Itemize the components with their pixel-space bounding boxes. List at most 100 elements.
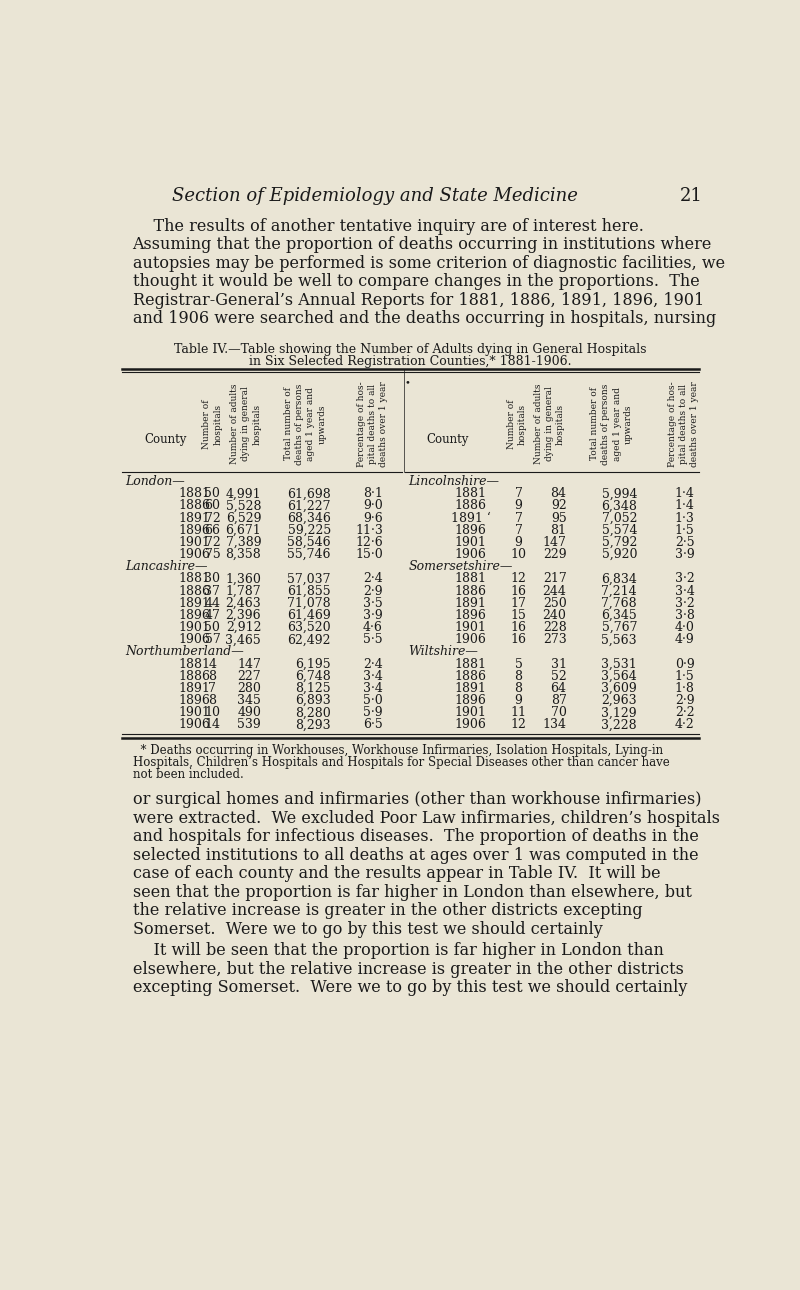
Text: 5,792: 5,792	[602, 535, 637, 550]
Text: 3·4: 3·4	[363, 682, 383, 695]
Text: 1891: 1891	[178, 512, 210, 525]
Text: 1906: 1906	[178, 719, 210, 731]
Text: Section of Epidemiology and State Medicine: Section of Epidemiology and State Medici…	[172, 187, 578, 205]
Text: 5,994: 5,994	[602, 488, 637, 501]
Text: 244: 244	[542, 584, 566, 597]
Text: 147: 147	[238, 658, 262, 671]
Text: 1886: 1886	[178, 499, 210, 512]
Text: 1901: 1901	[178, 706, 210, 720]
Text: 1886: 1886	[178, 670, 210, 682]
Text: 1·3: 1·3	[674, 512, 694, 525]
Text: 6,893: 6,893	[295, 694, 331, 707]
Text: 1886: 1886	[178, 584, 210, 597]
Text: Somersetshire—: Somersetshire—	[409, 560, 513, 573]
Text: 14: 14	[204, 719, 220, 731]
Text: 2·9: 2·9	[675, 694, 694, 707]
Text: 1896: 1896	[454, 694, 486, 707]
Text: 1·4: 1·4	[674, 499, 694, 512]
Text: 1896: 1896	[454, 609, 486, 622]
Text: 52: 52	[550, 670, 566, 682]
Text: 3·2: 3·2	[674, 573, 694, 586]
Text: 61,855: 61,855	[287, 584, 331, 597]
Text: the relative increase is greater in the other districts excepting: the relative increase is greater in the …	[133, 902, 642, 920]
Text: 1896: 1896	[178, 694, 210, 707]
Text: 1881: 1881	[178, 573, 210, 586]
Text: 5,574: 5,574	[602, 524, 637, 537]
Text: 59,225: 59,225	[288, 524, 331, 537]
Text: 1901: 1901	[178, 620, 210, 635]
Text: 6,834: 6,834	[602, 573, 637, 586]
Text: 229: 229	[543, 548, 566, 561]
Text: case of each county and the results appear in Table IV.  It will be: case of each county and the results appe…	[133, 866, 660, 882]
Text: Somerset.  Were we to go by this test we should certainly: Somerset. Were we to go by this test we …	[133, 921, 602, 938]
Text: 2·2: 2·2	[675, 706, 694, 720]
Text: Percentage of hos-
pital deaths to all
deaths over 1 year: Percentage of hos- pital deaths to all d…	[668, 381, 699, 467]
Text: 1891 ‘: 1891 ‘	[450, 512, 490, 525]
Text: 62,492: 62,492	[287, 633, 331, 646]
Text: 217: 217	[542, 573, 566, 586]
Text: 5·0: 5·0	[363, 694, 383, 707]
Text: 57: 57	[205, 633, 220, 646]
Text: 92: 92	[550, 499, 566, 512]
Text: 5,767: 5,767	[602, 620, 637, 635]
Text: 1896: 1896	[454, 524, 486, 537]
Text: 21: 21	[680, 187, 702, 205]
Text: 71,078: 71,078	[287, 597, 331, 610]
Text: 17: 17	[510, 597, 526, 610]
Text: 95: 95	[550, 512, 566, 525]
Text: 273: 273	[542, 633, 566, 646]
Text: 63,520: 63,520	[287, 620, 331, 635]
Text: 61,469: 61,469	[287, 609, 331, 622]
Text: 6,195: 6,195	[295, 658, 331, 671]
Text: 16: 16	[510, 620, 526, 635]
Text: 134: 134	[542, 719, 566, 731]
Text: 280: 280	[238, 682, 262, 695]
Text: 7: 7	[514, 512, 522, 525]
Text: 12: 12	[510, 573, 526, 586]
Text: 3,609: 3,609	[602, 682, 637, 695]
Text: * Deaths occurring in Workhouses, Workhouse Infirmaries, Isolation Hospitals, Ly: * Deaths occurring in Workhouses, Workho…	[133, 744, 662, 757]
Text: 66: 66	[204, 524, 220, 537]
Text: 1906: 1906	[454, 633, 486, 646]
Text: 7,768: 7,768	[602, 597, 637, 610]
Text: 1906: 1906	[178, 633, 210, 646]
Text: 7: 7	[514, 488, 522, 501]
Text: 8: 8	[514, 670, 522, 682]
Text: 1891: 1891	[454, 597, 486, 610]
Text: 147: 147	[542, 535, 566, 550]
Text: 1891: 1891	[454, 682, 486, 695]
Text: 16: 16	[510, 584, 526, 597]
Text: 1886: 1886	[454, 584, 486, 597]
Text: 15·0: 15·0	[355, 548, 383, 561]
Text: in Six Selected Registration Counties,* 1881-1906.: in Six Selected Registration Counties,* …	[249, 355, 571, 368]
Text: 10: 10	[510, 548, 526, 561]
Text: 8,125: 8,125	[295, 682, 331, 695]
Text: 1881: 1881	[178, 658, 210, 671]
Text: 5,528: 5,528	[226, 499, 262, 512]
Text: 250: 250	[542, 597, 566, 610]
Text: 1886: 1886	[454, 670, 486, 682]
Text: 1,360: 1,360	[226, 573, 262, 586]
Text: Number of adults
dying in general
hospitals: Number of adults dying in general hospit…	[230, 383, 262, 464]
Text: 5·5: 5·5	[363, 633, 383, 646]
Text: 61,227: 61,227	[287, 499, 331, 512]
Text: 9·0: 9·0	[363, 499, 383, 512]
Text: 7,214: 7,214	[602, 584, 637, 597]
Text: 1·4: 1·4	[674, 488, 694, 501]
Text: 3·4: 3·4	[674, 584, 694, 597]
Text: 1881: 1881	[454, 658, 486, 671]
Text: 2·4: 2·4	[363, 573, 383, 586]
Text: 7,052: 7,052	[602, 512, 637, 525]
Text: 9: 9	[514, 499, 522, 512]
Text: Assuming that the proportion of deaths occurring in institutions where: Assuming that the proportion of deaths o…	[133, 236, 712, 253]
Text: Hospitals, Children’s Hospitals and Hospitals for Special Diseases other than ca: Hospitals, Children’s Hospitals and Hosp…	[133, 756, 670, 769]
Text: autopsies may be performed is some criterion of diagnostic facilities, we: autopsies may be performed is some crite…	[133, 255, 725, 272]
Text: excepting Somerset.  Were we to go by this test we should certainly: excepting Somerset. Were we to go by thi…	[133, 979, 687, 996]
Text: 4·9: 4·9	[674, 633, 694, 646]
Text: 2,396: 2,396	[226, 609, 262, 622]
Text: 1,787: 1,787	[226, 584, 262, 597]
Text: 8,293: 8,293	[295, 719, 331, 731]
Text: 3,564: 3,564	[602, 670, 637, 682]
Text: 11·3: 11·3	[355, 524, 383, 537]
Text: 44: 44	[204, 597, 220, 610]
